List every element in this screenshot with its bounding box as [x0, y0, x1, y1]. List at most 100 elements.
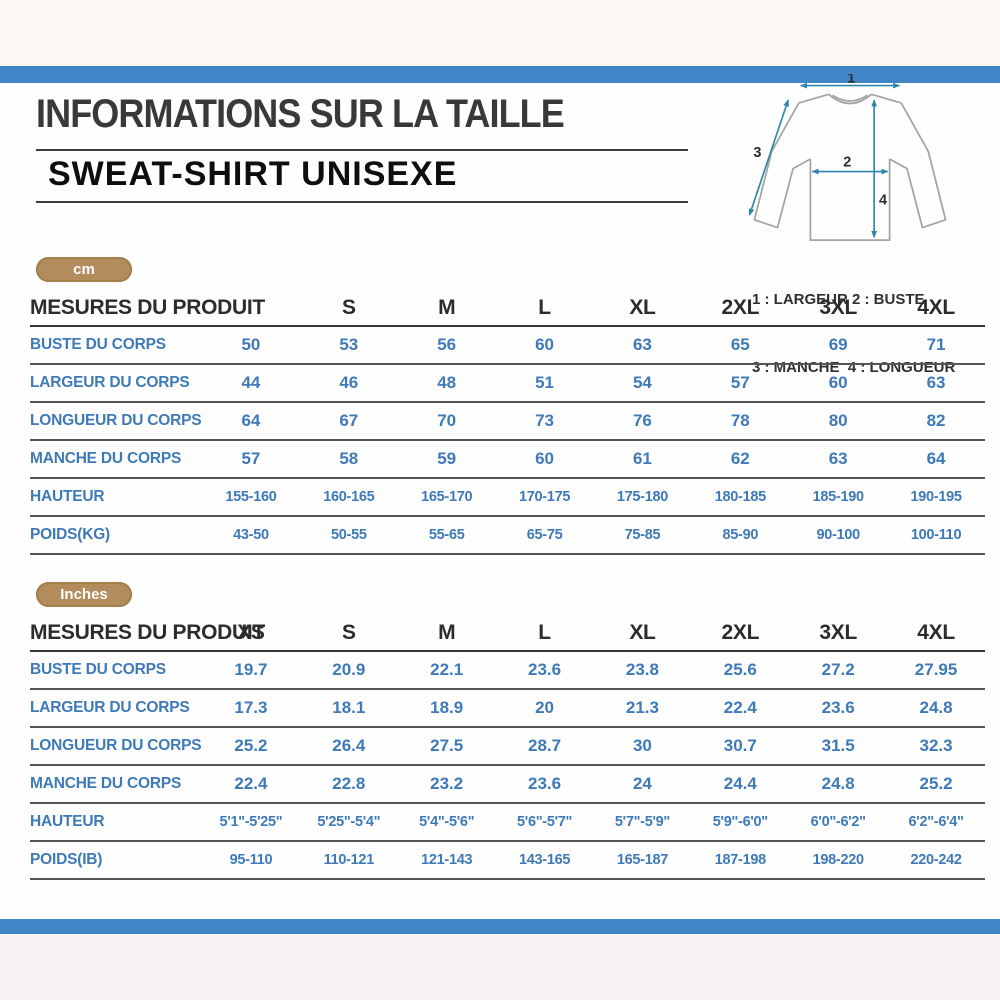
- size-table-cm-wrap: MESURES DU PRODUIT S M L XL 2XL 3XL 4XL BUSTE DU…: [30, 290, 985, 555]
- measurement-arrows: [748, 82, 901, 239]
- cell-value: 143-165: [495, 841, 594, 880]
- product-subtitle: SWEAT-SHIRT UNISEXE: [48, 155, 458, 193]
- cell-value: 80: [789, 402, 888, 441]
- cell-value: 76: [593, 402, 692, 441]
- cell-value: 43-50: [202, 516, 300, 555]
- row-label: LARGEUR DU CORPS: [30, 689, 202, 728]
- table-row: POIDS(IB) 95-110 110-121 121-143 143-165 165-…: [30, 841, 985, 880]
- cell-value: 5'6"-5'7": [495, 803, 594, 842]
- bottom-accent-bar: [0, 919, 1000, 934]
- cell-value: 56: [397, 326, 496, 365]
- cell-value: 18.1: [299, 689, 398, 728]
- cell-value: 165-187: [593, 841, 692, 880]
- size-column-header: 4XL: [887, 615, 985, 652]
- size-column-header: M: [397, 615, 496, 652]
- cell-value: 170-175: [495, 478, 594, 517]
- size-column-header: XL: [593, 615, 692, 652]
- label-2: 2: [843, 155, 851, 171]
- cell-value: 5'1"-5'25": [202, 803, 300, 842]
- top-accent-bar: [0, 66, 1000, 83]
- size-table-cm: MESURES DU PRODUIT S M L XL 2XL 3XL 4XL BUSTE DU…: [30, 290, 985, 555]
- cell-value: 6'2"-6'4": [887, 803, 985, 842]
- cell-value: 90-100: [789, 516, 888, 555]
- size-column-header: 2XL: [691, 290, 790, 327]
- table-row: BUSTE DU CORPS 50 53 56 60 63 65 69 71: [30, 326, 985, 365]
- cell-value: 180-185: [691, 478, 790, 517]
- cell-value: 165-170: [397, 478, 496, 517]
- cell-value: 220-242: [887, 841, 985, 880]
- size-column-header: M: [397, 290, 496, 327]
- cell-value: 60: [789, 364, 888, 403]
- bottom-margin-band: [0, 934, 1000, 1000]
- cell-value: 23.6: [789, 689, 888, 728]
- cell-value: 24.8: [789, 765, 888, 804]
- cell-value: 22.4: [202, 765, 300, 804]
- unit-badge-cm: cm: [36, 257, 132, 282]
- cell-value: 95-110: [202, 841, 300, 880]
- table-row: LONGUEUR DU CORPS 64 67 70 73 76 78 80 82: [30, 402, 985, 441]
- cell-value: 65-75: [495, 516, 594, 555]
- cell-value: 23.6: [495, 765, 594, 804]
- cell-value: 155-160: [202, 478, 300, 517]
- cell-value: 50: [202, 326, 300, 365]
- row-label: MANCHE DU CORPS: [30, 440, 202, 479]
- cell-value: 23.2: [397, 765, 496, 804]
- cell-value: 44: [202, 364, 300, 403]
- cell-value: 31.5: [789, 727, 888, 766]
- cell-value: 73: [495, 402, 594, 441]
- row-label: BUSTE DU CORPS: [30, 326, 202, 365]
- subtitle-rule-box: SWEAT-SHIRT UNISEXE: [36, 149, 688, 203]
- cell-value: 27.5: [397, 727, 496, 766]
- cell-value: 110-121: [299, 841, 398, 880]
- cell-value: 61: [593, 440, 692, 479]
- cell-value: 63: [887, 364, 985, 403]
- cell-value: 63: [789, 440, 888, 479]
- cell-value: 60: [495, 440, 594, 479]
- row-label: BUSTE DU CORPS: [30, 651, 202, 690]
- cell-value: 64: [887, 440, 985, 479]
- size-column-header: XS: [202, 615, 300, 652]
- cell-value: 17.3: [202, 689, 300, 728]
- table-header-label: MESURES DU PRODUIT: [30, 615, 265, 652]
- cell-value: 22.8: [299, 765, 398, 804]
- cell-value: 185-190: [789, 478, 888, 517]
- cell-value: 48: [397, 364, 496, 403]
- cell-value: 26.4: [299, 727, 398, 766]
- cell-value: 22.4: [691, 689, 790, 728]
- size-column-header: L: [495, 290, 594, 327]
- size-column-header: 4XL: [887, 290, 985, 327]
- cell-value: 187-198: [691, 841, 790, 880]
- table-row: MANCHE DU CORPS 22.4 22.8 23.2 23.6 24 24.4 24.…: [30, 765, 985, 804]
- row-label: MANCHE DU CORPS: [30, 765, 202, 804]
- table-row: HAUTEUR 155-160 160-165 165-170 170-175 175-1…: [30, 478, 985, 517]
- cell-value: 58: [299, 440, 398, 479]
- cell-value: 53: [299, 326, 398, 365]
- table-row: LARGEUR DU CORPS 17.3 18.1 18.9 20 21.3 22.4 23…: [30, 689, 985, 728]
- table-row: POIDS(KG) 43-50 50-55 55-65 65-75 75-85 85-90 9…: [30, 516, 985, 555]
- table-header-label: MESURES DU PRODUIT: [30, 290, 300, 327]
- size-column-header: S: [299, 615, 398, 652]
- row-label: POIDS(IB): [30, 841, 202, 880]
- cell-value: 70: [397, 402, 496, 441]
- cell-value: 20: [495, 689, 594, 728]
- cell-value: 69: [789, 326, 888, 365]
- cell-value: 23.8: [593, 651, 692, 690]
- cell-value: 63: [593, 326, 692, 365]
- cell-value: 85-90: [691, 516, 790, 555]
- page-title: INFORMATIONS SUR LA TAILLE: [36, 92, 565, 136]
- cell-value: 100-110: [887, 516, 985, 555]
- row-label: LARGEUR DU CORPS: [30, 364, 202, 403]
- sweatshirt-measurement-diagram: 1 2 3 4: [748, 74, 947, 242]
- cell-value: 18.9: [397, 689, 496, 728]
- cell-value: 190-195: [887, 478, 985, 517]
- size-column-header: 2XL: [691, 615, 790, 652]
- cell-value: 57: [202, 440, 300, 479]
- cell-value: 51: [495, 364, 594, 403]
- cell-value: 25.2: [887, 765, 985, 804]
- size-column-header: 3XL: [789, 290, 888, 327]
- cell-value: 22.1: [397, 651, 496, 690]
- cell-value: 65: [691, 326, 790, 365]
- table-row: HAUTEUR 5'1"-5'25" 5'25"-5'4" 5'4"-5'6" 5'6"…: [30, 803, 985, 842]
- cell-value: 175-180: [593, 478, 692, 517]
